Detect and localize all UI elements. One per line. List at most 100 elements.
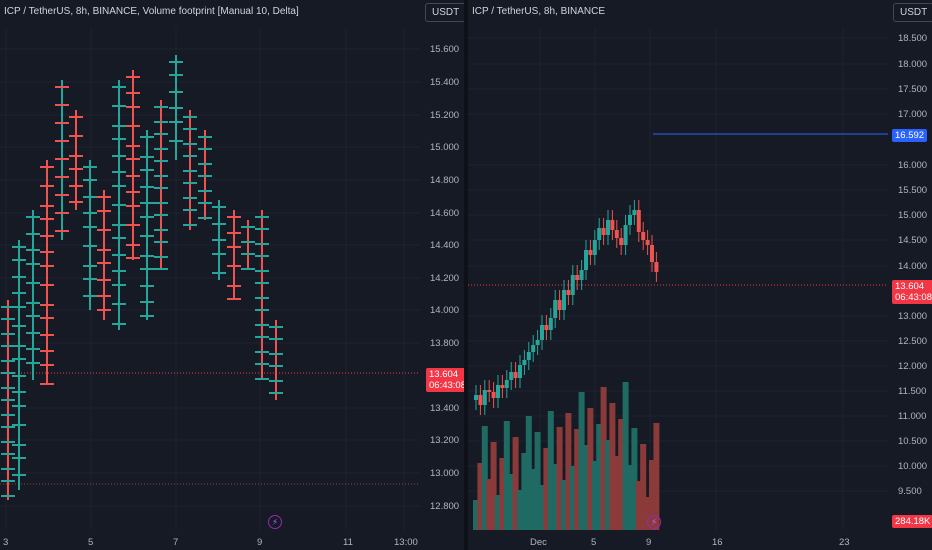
footprint-chart-pane[interactable]: 15.600 15.400 15.200 15.000 14.800 14.600 14.4…: [0, 0, 464, 550]
volume-bar: [490, 442, 497, 530]
footprint-cell: [154, 121, 168, 123]
candle-body: [592, 240, 597, 255]
footprint-cell: [12, 405, 26, 407]
footprint-cell: [83, 212, 97, 214]
candle-body: [632, 210, 637, 215]
footprint-cell: [1, 372, 15, 374]
footprint-cell: [26, 362, 40, 364]
y-tick-label: 10.000: [898, 461, 927, 472]
candle-body: [544, 325, 549, 330]
footprint-cell: [126, 175, 140, 177]
footprint-cell: [83, 166, 97, 168]
candle-body: [654, 262, 659, 272]
footprint-cell: [26, 216, 40, 218]
volume-bar: [547, 411, 554, 530]
last-price-value: 13.604: [429, 369, 459, 380]
bar-countdown: 06:43:08: [895, 292, 932, 303]
footprint-cell: [40, 265, 54, 267]
footprint-cell: [1, 306, 15, 308]
footprint-cell: [1, 360, 15, 362]
volume-bar: [503, 421, 510, 530]
candlestick-chart-pane[interactable]: 18.500 18.000 17.500 17.000 16.000 15.500 15.0…: [468, 0, 932, 550]
footprint-cell: [1, 441, 15, 443]
last-price-tag: 13.604 06:43:08: [892, 280, 932, 304]
footprint-cell: [140, 315, 154, 317]
volume-bar: [631, 428, 638, 530]
footprint-cell: [55, 104, 69, 106]
currency-button[interactable]: USDT: [425, 3, 464, 22]
pane-divider[interactable]: [464, 0, 468, 550]
footprint-cell: [12, 292, 26, 294]
candle-body: [526, 352, 531, 360]
volume-bar: [539, 485, 545, 530]
footprint-cell: [12, 276, 26, 278]
footprint-cell: [97, 295, 111, 297]
footprint-cell: [12, 457, 26, 459]
volume-bar: [591, 461, 598, 530]
footprint-cell: [198, 136, 212, 138]
footprint-cell: [97, 229, 111, 231]
footprint-cell: [154, 214, 168, 216]
footprint-cell: [198, 163, 212, 165]
volume-bar: [644, 497, 651, 530]
footprint-cell: [97, 249, 111, 251]
candle-body: [553, 300, 558, 318]
volume-bar: [622, 382, 629, 530]
volume-bar: [627, 465, 633, 530]
footprint-cell: [198, 202, 212, 204]
footprint-cell: [112, 284, 126, 286]
footprint-cell: [40, 304, 54, 306]
volume-bar: [565, 413, 572, 530]
footprint-cell: [40, 185, 54, 187]
footprint-cell: [112, 105, 126, 107]
candle-body: [562, 290, 566, 310]
candlestick-chart-canvas[interactable]: 18.500 18.000 17.500 17.000 16.000 15.500 15.0…: [468, 0, 932, 550]
footprint-cell: [1, 333, 15, 335]
chart-title: ICP / TetherUS, 8h, BINANCE: [472, 6, 606, 17]
y-tick-label: 10.500: [898, 436, 927, 447]
volume-bar: [578, 392, 585, 530]
lightning-icon[interactable]: ⚡: [268, 515, 282, 529]
alert-price-tag[interactable]: 16.592: [892, 129, 928, 142]
footprint-chart-canvas[interactable]: 15.600 15.400 15.200 15.000 14.800 14.600 14.4…: [0, 0, 464, 550]
footprint-cell: [69, 168, 83, 170]
footprint-cell: [227, 285, 241, 287]
footprint-cell: [255, 297, 269, 299]
lightning-icon[interactable]: ⚡: [647, 515, 661, 529]
footprint-cell: [69, 201, 83, 203]
footprint-cell: [1, 468, 15, 470]
candle-body: [641, 232, 646, 240]
candle-body: [606, 220, 610, 235]
footprint-cell: [112, 171, 126, 173]
footprint-cell: [154, 133, 168, 135]
candle-body: [557, 300, 562, 310]
candle-body: [500, 385, 505, 388]
footprint-cell: [112, 237, 126, 239]
candle-body: [623, 225, 628, 245]
volume-bar: [605, 440, 611, 530]
footprint-cell: [69, 135, 83, 137]
footprint-cell: [55, 86, 69, 88]
footprint-cell: [1, 426, 15, 428]
candle-body: [636, 210, 641, 232]
footprint-cell: [83, 196, 97, 198]
footprint-cell: [55, 212, 69, 214]
y-tick-label: 15.200: [430, 110, 459, 121]
footprint-cell: [183, 224, 197, 226]
footprint-cell: [255, 336, 269, 338]
footprint-cell: [126, 158, 140, 160]
footprint-cell: [12, 474, 26, 476]
footprint-cell: [69, 185, 83, 187]
footprint-cell: [269, 353, 283, 355]
footprint-cell: [140, 255, 154, 257]
footprint-cell: [26, 302, 40, 304]
y-tick-label: 11.500: [898, 386, 926, 397]
y-tick-label: 13.200: [430, 435, 459, 446]
footprint-cell: [183, 128, 197, 130]
footprint-cell: [212, 206, 226, 208]
volume-bar: [499, 458, 506, 530]
currency-button[interactable]: USDT: [893, 3, 932, 22]
footprint-cell: [269, 380, 283, 382]
footprint-cell: [183, 209, 197, 211]
candle-body: [584, 250, 588, 270]
